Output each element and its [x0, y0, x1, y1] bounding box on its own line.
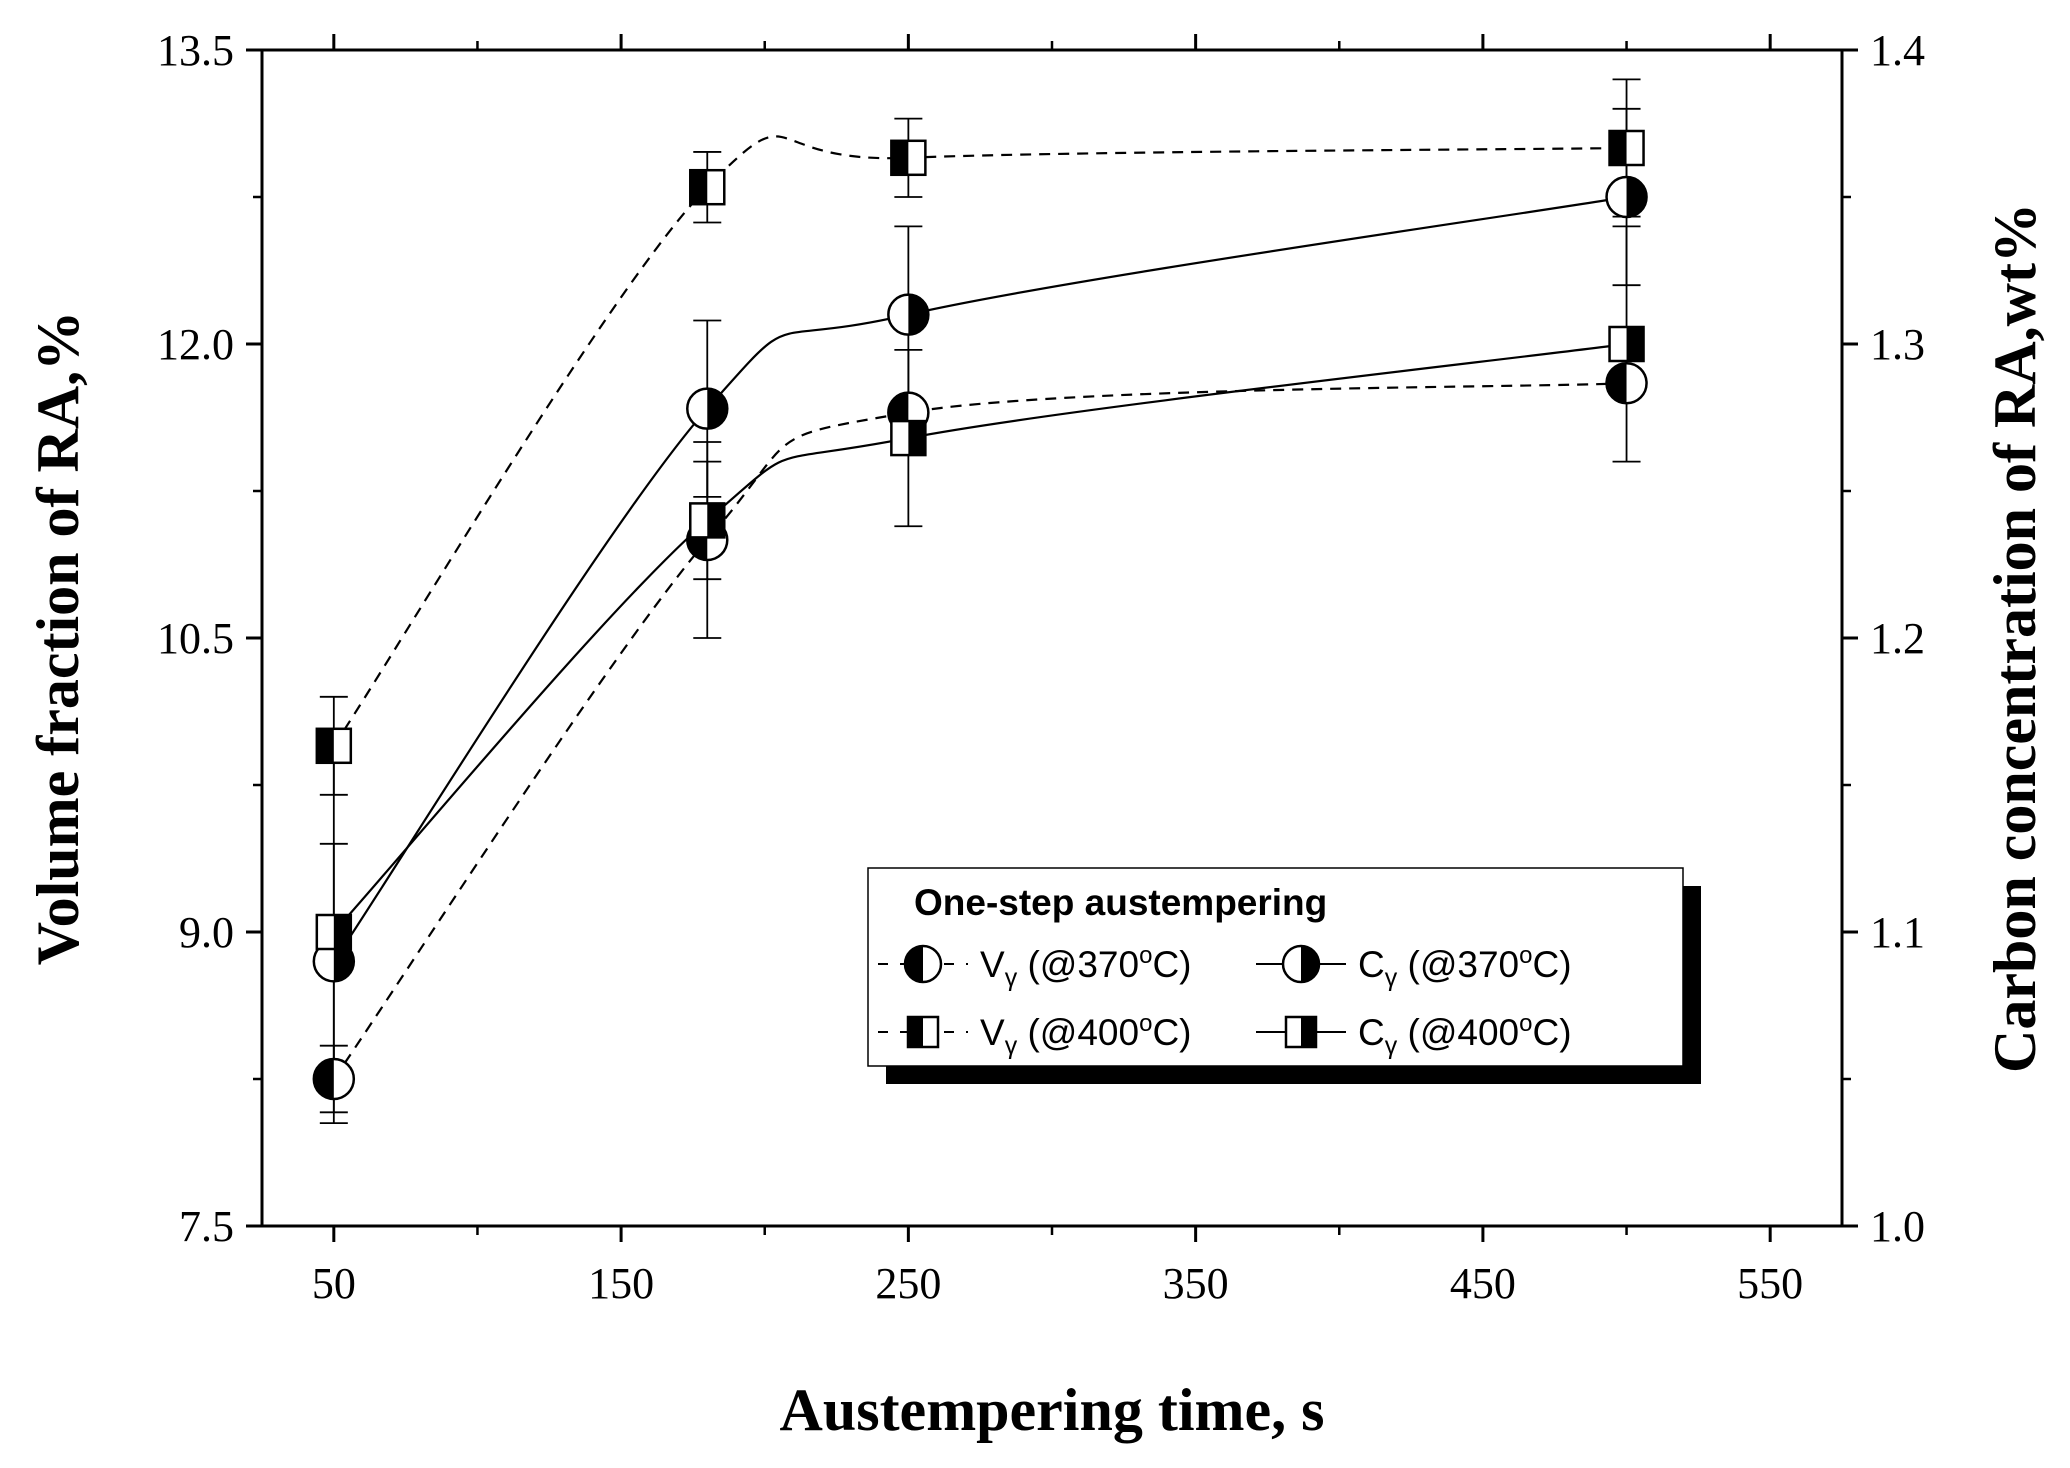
marker-half-fill: [707, 503, 725, 538]
plot-lines: [332, 135, 1627, 1080]
data-point-s0: [1605, 361, 1648, 405]
marker-half-fill: [1626, 327, 1644, 361]
data-point-s3: [315, 913, 353, 951]
y-left-tick-label: 13.5: [157, 26, 234, 75]
marker-half-fill: [1606, 363, 1627, 404]
legend-label: Vγ (@400oC): [980, 1010, 1192, 1060]
data-point-s2: [315, 727, 353, 765]
legend-marker: [903, 944, 943, 984]
data-point-s2: [890, 139, 927, 177]
legend-marker: [1284, 1015, 1318, 1049]
y-axis-right-title: Carbon concentration of RA,wt%: [1982, 203, 2048, 1073]
y-right-tick-label: 1.0: [1870, 1202, 1925, 1251]
legend-label: Cγ (@400oC): [1358, 1010, 1572, 1060]
legend-label: Cγ (@370oC): [1358, 942, 1572, 992]
legend-title: One-step austempering: [914, 882, 1327, 923]
x-tick-label: 50: [312, 1259, 356, 1308]
y-right-tick-label: 1.4: [1870, 26, 1925, 75]
x-tick-label: 550: [1737, 1259, 1803, 1308]
marker-half-fill: [707, 388, 728, 429]
series-line-0: [332, 382, 1627, 1080]
marker-half-fill: [1609, 131, 1627, 165]
tick-labels: 50 150 250 350 450 550 7.5 9.0 10.5 12.0 13.5 1.0 1.…: [157, 26, 1925, 1308]
data-point-s3: [1608, 325, 1645, 363]
y-left-tick-label: 10.5: [157, 614, 234, 663]
legend-marker: [906, 1015, 940, 1049]
data-point-s1: [686, 387, 729, 430]
legend-entry: Vγ (@400oC): [878, 1010, 1192, 1060]
legend-entry: Vγ (@370oC): [878, 942, 1192, 992]
legend: One-step austempering Vγ (@370oC) Cγ (@37…: [867, 867, 1701, 1084]
marker-half-fill: [333, 941, 354, 982]
data-point-s2: [1608, 129, 1645, 167]
x-axis-title: Austempering time, s: [780, 1377, 1325, 1443]
x-tick-label: 450: [1450, 1259, 1516, 1308]
marker-half-fill: [908, 1017, 923, 1047]
marker-half-fill: [908, 421, 926, 456]
legend-marker: [1281, 944, 1321, 984]
data-point-s3: [689, 502, 726, 539]
x-tick-label: 150: [588, 1259, 654, 1308]
series-line-1: [332, 195, 1627, 963]
legend-entries: Vγ (@370oC) Cγ (@370oC) Vγ (@400oC) Cγ (@40…: [878, 942, 1572, 1060]
marker-half-fill: [313, 1059, 334, 1099]
y-left-tick-label: 12.0: [157, 320, 234, 369]
marker-half-fill: [1626, 177, 1647, 217]
legend-entry: Cγ (@400oC): [1256, 1010, 1572, 1060]
y-left-tick-label: 9.0: [179, 908, 234, 957]
x-tick-label: 350: [1163, 1259, 1229, 1308]
data-point-s2: [689, 168, 726, 206]
marker-half-fill: [690, 170, 708, 205]
y-right-tick-label: 1.1: [1870, 908, 1925, 957]
series-line-3: [333, 342, 1627, 933]
series-line-2: [332, 135, 1627, 747]
marker-half-fill: [333, 915, 351, 949]
marker-half-fill: [316, 728, 334, 763]
legend-entry: Cγ (@370oC): [1256, 942, 1572, 992]
marker-half-fill: [908, 294, 929, 335]
marker-half-fill: [1301, 1017, 1316, 1047]
data-point-s3: [890, 419, 927, 457]
marker-half-fill: [1301, 946, 1319, 982]
data-point-s1: [312, 940, 356, 983]
data-point-s1: [1605, 175, 1648, 219]
marker-half-fill: [891, 140, 909, 175]
axis-ticks: [246, 34, 1858, 1242]
y-right-tick-label: 1.3: [1870, 320, 1925, 369]
x-tick-label: 250: [875, 1259, 941, 1308]
y-right-tick-label: 1.2: [1870, 614, 1925, 663]
data-point-s0: [312, 1057, 356, 1101]
data-point-s1: [887, 293, 930, 336]
legend-label: Vγ (@370oC): [980, 942, 1192, 992]
marker-half-fill: [905, 946, 923, 982]
plot-markers: [312, 129, 1648, 1101]
y-left-tick-label: 7.5: [179, 1202, 234, 1251]
y-axis-left-title: Volume fraction of RA,%: [25, 311, 91, 965]
